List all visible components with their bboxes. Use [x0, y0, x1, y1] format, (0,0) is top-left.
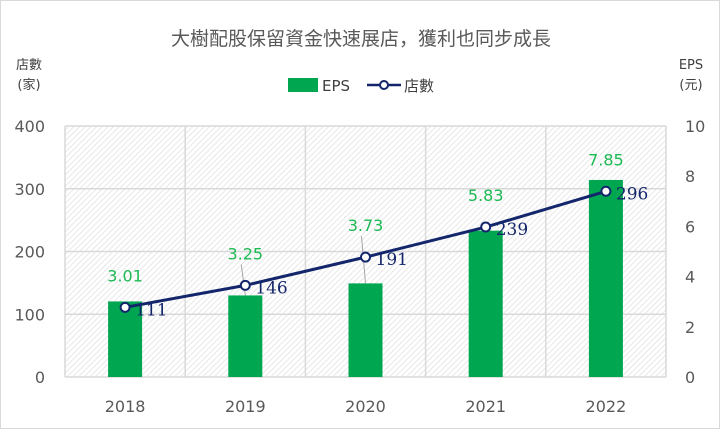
right-tick-label: 2: [685, 318, 695, 337]
eps-data-label: 3.01: [107, 266, 143, 285]
stores-marker: [360, 251, 371, 263]
legend: EPS 店數: [288, 77, 434, 95]
stores-marker: [480, 221, 492, 233]
legend-label-stores: 店數: [404, 77, 434, 95]
left-axis-label-2: (家): [17, 77, 40, 93]
stores-data-label: 239: [496, 220, 528, 240]
eps-data-label: 7.85: [588, 150, 624, 169]
stores-data-label: 146: [255, 278, 287, 298]
eps-bar: [228, 295, 263, 377]
right-axis-label-1: EPS: [679, 58, 703, 73]
left-tick-label: 400: [14, 117, 45, 136]
right-tick-label: 6: [685, 217, 695, 236]
legend-label-eps: EPS: [322, 77, 350, 95]
right-axis-label-2: (元): [679, 78, 702, 93]
eps-bar: [468, 230, 503, 377]
x-tick-label: 2020: [345, 397, 386, 416]
eps-bar: [108, 301, 143, 377]
left-axis-label-1: 店數: [16, 58, 42, 73]
x-tick-label: 2018: [105, 397, 146, 416]
left-tick-label: 300: [14, 180, 45, 199]
stores-marker: [600, 185, 612, 197]
eps-bar: [348, 283, 383, 377]
legend-marker-stores: [379, 80, 389, 90]
stores-data-label: 191: [376, 250, 408, 270]
left-tick-label: 100: [14, 305, 45, 324]
legend-swatch-eps: [288, 78, 318, 92]
stores-marker: [239, 279, 251, 291]
eps-data-label: 3.25: [227, 244, 263, 263]
eps-data-label: 3.73: [348, 216, 384, 235]
eps-bar: [588, 179, 623, 377]
stores-marker: [119, 301, 131, 313]
stores-data-label: 111: [135, 300, 167, 320]
right-tick-label: 0: [685, 368, 695, 387]
x-tick-label: 2019: [225, 397, 266, 416]
chart-title: 大樹配股保留資金快速展店，獲利也同步成長: [171, 28, 551, 50]
right-tick-label: 10: [685, 117, 705, 136]
stores-data-label: 296: [616, 184, 648, 204]
x-tick-label: 2022: [586, 397, 627, 416]
right-tick-label: 8: [685, 167, 695, 186]
left-tick-label: 200: [14, 243, 45, 262]
x-tick-label: 2021: [465, 397, 506, 416]
eps-data-label: 5.83: [468, 186, 504, 205]
left-tick-label: 0: [35, 368, 45, 387]
right-tick-label: 4: [685, 268, 695, 287]
